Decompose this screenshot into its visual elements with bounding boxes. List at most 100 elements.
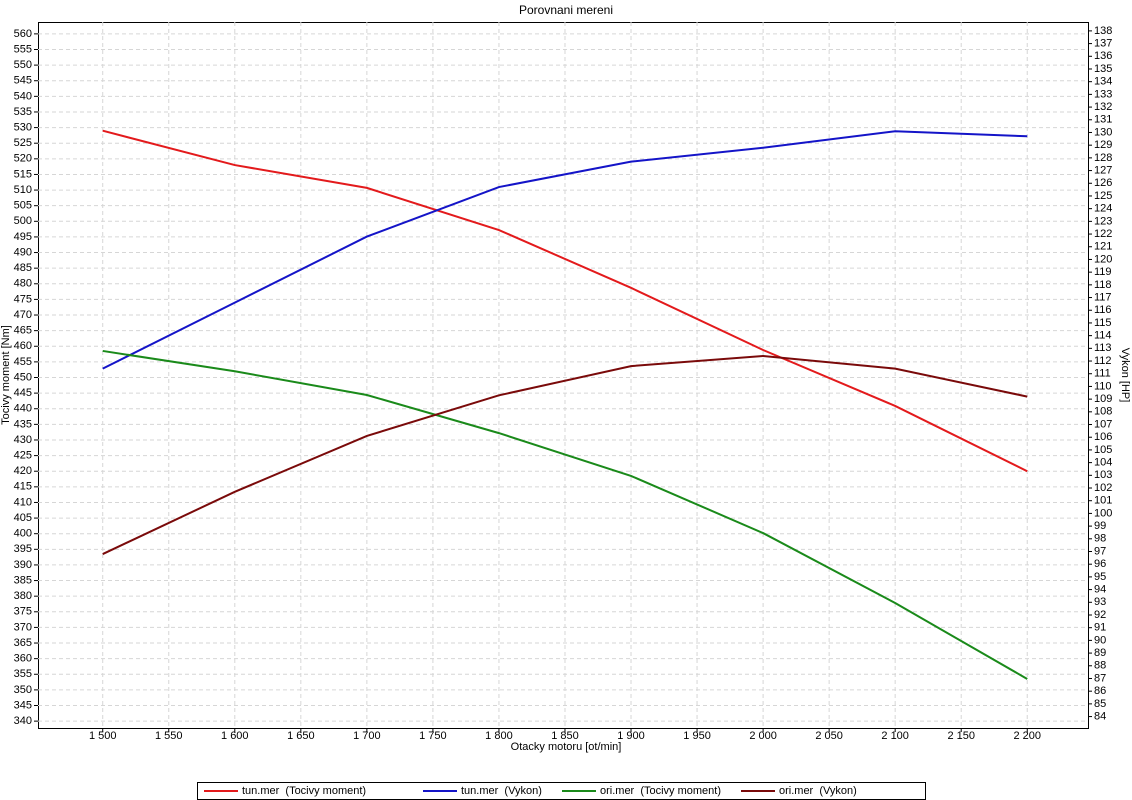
y-tick-label: 425	[14, 450, 32, 462]
y-tick-label: 525	[14, 137, 32, 149]
y2-tick-label: 102	[1094, 482, 1112, 494]
y2-tick-label: 101	[1094, 495, 1112, 507]
y2-tick-label: 96	[1094, 558, 1106, 570]
y-tick-label: 375	[14, 606, 32, 618]
y-tick-label: 490	[14, 246, 32, 258]
y-tick-label: 455	[14, 356, 32, 368]
y2-tick-label: 109	[1094, 393, 1112, 405]
series-line	[102, 354, 1028, 555]
y-tick-label: 560	[14, 28, 32, 40]
y2-tick-label: 87	[1094, 672, 1106, 684]
series-line	[102, 130, 1028, 370]
chart-title: Porovnani mereni	[519, 3, 613, 17]
y-tick-label: 485	[14, 262, 32, 274]
y-tick-label: 540	[14, 90, 32, 102]
y-tick-label: 355	[14, 668, 32, 680]
y2-tick-label: 92	[1094, 609, 1106, 621]
y2-tick-label: 137	[1094, 37, 1112, 49]
legend-label: tun.mer (Vykon)	[461, 785, 542, 797]
y2-tick-label: 117	[1094, 291, 1112, 303]
y-tick-label: 495	[14, 231, 32, 243]
y2-tick-label: 130	[1094, 126, 1112, 138]
y2-tick-label: 106	[1094, 431, 1112, 443]
y-tick-label: 500	[14, 215, 32, 227]
y-tick-label: 365	[14, 637, 32, 649]
y-tick-label: 385	[14, 574, 32, 586]
y2-tick-label: 112	[1094, 355, 1112, 367]
y-tick-label: 445	[14, 387, 32, 399]
series-line	[102, 349, 1028, 680]
y2-tick-label: 98	[1094, 533, 1106, 545]
x-tick-label: 1 900	[617, 730, 645, 742]
series-line	[102, 129, 1028, 473]
y-tick-label: 550	[14, 59, 32, 71]
y2-tick-label: 116	[1094, 304, 1112, 316]
y-tick-label: 350	[14, 684, 32, 696]
y2-tick-label: 119	[1094, 266, 1112, 278]
y-tick-label: 405	[14, 512, 32, 524]
y2-axis-title: Vykon [HP]	[1119, 348, 1131, 403]
y-axis-title: Tocivy moment [Nm]	[0, 325, 12, 425]
legend-label: ori.mer (Vykon)	[779, 785, 857, 797]
y-tick-label: 440	[14, 403, 32, 415]
y-tick-label: 510	[14, 184, 32, 196]
y2-tick-label: 97	[1094, 545, 1106, 557]
y-tick-label: 410	[14, 496, 32, 508]
y-tick-label: 450	[14, 371, 32, 383]
y-tick-label: 345	[14, 699, 32, 711]
y2-tick-label: 85	[1094, 698, 1106, 710]
y2-tick-label: 111	[1094, 368, 1111, 380]
x-tick-label: 2 150	[947, 730, 975, 742]
x-tick-label: 2 000	[749, 730, 777, 742]
y2-tick-label: 126	[1094, 177, 1112, 189]
plot-area	[38, 22, 1089, 729]
y-tick-label: 505	[14, 200, 32, 212]
y2-tick-label: 136	[1094, 50, 1112, 62]
x-tick-label: 2 050	[815, 730, 843, 742]
y2-tick-label: 129	[1094, 139, 1112, 151]
y2-tick-label: 120	[1094, 253, 1112, 265]
y2-tick-label: 138	[1094, 25, 1112, 37]
y-tick-label: 435	[14, 418, 32, 430]
legend-label: tun.mer (Tocivy moment)	[242, 785, 366, 797]
y2-tick-label: 104	[1094, 457, 1112, 469]
y2-tick-label: 128	[1094, 152, 1112, 164]
y-tick-label: 460	[14, 340, 32, 352]
x-tick-label: 1 600	[221, 730, 249, 742]
y-tick-label: 545	[14, 75, 32, 87]
y-tick-label: 390	[14, 559, 32, 571]
x-tick-label: 1 500	[89, 730, 117, 742]
y2-tick-label: 124	[1094, 203, 1112, 215]
y2-tick-label: 118	[1094, 279, 1112, 291]
y2-tick-label: 89	[1094, 647, 1106, 659]
y2-tick-label: 95	[1094, 571, 1106, 583]
y2-tick-label: 84	[1094, 710, 1106, 722]
y2-tick-label: 100	[1094, 507, 1112, 519]
y2-tick-label: 132	[1094, 101, 1112, 113]
y2-tick-label: 125	[1094, 190, 1112, 202]
y-tick-label: 415	[14, 481, 32, 493]
y2-tick-label: 113	[1094, 342, 1112, 354]
x-tick-label: 1 550	[155, 730, 183, 742]
x-tick-label: 2 100	[881, 730, 909, 742]
x-tick-label: 1 850	[551, 730, 579, 742]
y-tick-label: 555	[14, 43, 32, 55]
x-axis-title: Otacky motoru [ot/min]	[511, 741, 622, 753]
y-tick-label: 520	[14, 153, 32, 165]
y-tick-label: 360	[14, 653, 32, 665]
y-tick-label: 430	[14, 434, 32, 446]
y2-tick-label: 121	[1094, 241, 1112, 253]
y2-tick-label: 90	[1094, 634, 1106, 646]
x-tick-label: 1 750	[419, 730, 447, 742]
x-tick-label: 1 800	[485, 730, 513, 742]
x-tick-label: 1 650	[287, 730, 315, 742]
y2-tick-label: 131	[1094, 114, 1112, 126]
y2-tick-label: 103	[1094, 469, 1112, 481]
y-tick-label: 530	[14, 121, 32, 133]
y-tick-label: 400	[14, 528, 32, 540]
y-tick-label: 470	[14, 309, 32, 321]
y2-tick-label: 134	[1094, 76, 1112, 88]
y2-tick-label: 88	[1094, 660, 1106, 672]
y2-tick-label: 108	[1094, 406, 1112, 418]
